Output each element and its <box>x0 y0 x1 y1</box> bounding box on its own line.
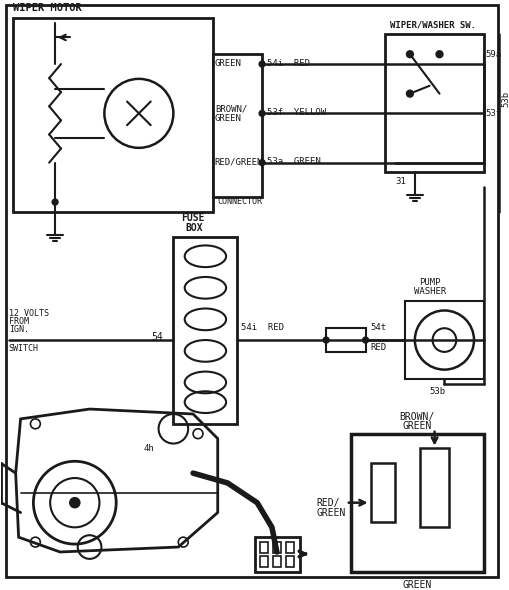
Bar <box>405 301 484 379</box>
Text: WASHER: WASHER <box>413 287 446 296</box>
Text: 4h: 4h <box>144 444 155 453</box>
Text: WIPER MOTOR: WIPER MOTOR <box>13 3 81 13</box>
Text: RED/: RED/ <box>316 498 340 507</box>
Bar <box>420 448 449 527</box>
Text: FUSE: FUSE <box>181 213 205 223</box>
Text: 54t: 54t <box>371 323 387 332</box>
Bar <box>326 328 365 352</box>
Text: 54: 54 <box>152 332 163 342</box>
Text: 53f  YELLOW: 53f YELLOW <box>267 108 326 117</box>
Text: BROWN/: BROWN/ <box>215 105 247 114</box>
Bar <box>385 34 484 172</box>
Bar <box>13 18 213 212</box>
Circle shape <box>407 51 413 58</box>
Circle shape <box>259 160 265 166</box>
Text: RED/GREEN: RED/GREEN <box>215 157 263 166</box>
Text: 54i  RED: 54i RED <box>267 58 310 68</box>
Text: 12 VOLTS: 12 VOLTS <box>9 309 49 319</box>
Text: 31: 31 <box>395 178 406 186</box>
Text: GREEN: GREEN <box>402 421 432 431</box>
Circle shape <box>407 90 413 97</box>
Text: GREEN: GREEN <box>215 114 242 123</box>
Bar <box>286 542 294 553</box>
Circle shape <box>362 337 369 343</box>
Text: 53a  GREEN: 53a GREEN <box>267 157 321 166</box>
Circle shape <box>259 110 265 116</box>
Bar <box>273 542 281 553</box>
Bar <box>255 537 299 572</box>
Text: CONNECTOR: CONNECTOR <box>218 197 263 206</box>
Text: 53b: 53b <box>501 90 509 107</box>
Circle shape <box>323 337 329 343</box>
Text: GREEN: GREEN <box>402 579 432 589</box>
Text: WIPER/WASHER SW.: WIPER/WASHER SW. <box>390 21 476 30</box>
Text: GREEN: GREEN <box>316 507 346 517</box>
Text: SWITCH: SWITCH <box>9 344 39 353</box>
Bar <box>273 556 281 567</box>
Bar <box>260 542 268 553</box>
Bar <box>213 54 262 197</box>
Text: PUMP: PUMP <box>419 278 440 287</box>
Circle shape <box>70 498 80 507</box>
Bar <box>371 463 395 522</box>
Bar <box>260 556 268 567</box>
Text: IGN.: IGN. <box>9 325 29 334</box>
Bar <box>286 556 294 567</box>
Text: FROM: FROM <box>9 317 29 326</box>
Text: 59a: 59a <box>486 50 502 59</box>
Bar <box>174 237 237 424</box>
Text: BROWN/: BROWN/ <box>399 412 435 422</box>
Text: RED: RED <box>371 343 387 352</box>
Circle shape <box>436 51 443 58</box>
Circle shape <box>52 199 58 205</box>
Text: BOX: BOX <box>185 222 203 232</box>
Text: 53b: 53b <box>430 388 446 396</box>
Text: 54i  RED: 54i RED <box>241 323 285 332</box>
Bar <box>351 434 484 572</box>
Circle shape <box>259 61 265 67</box>
Text: GREEN: GREEN <box>215 58 242 68</box>
Text: 53f: 53f <box>486 109 502 118</box>
